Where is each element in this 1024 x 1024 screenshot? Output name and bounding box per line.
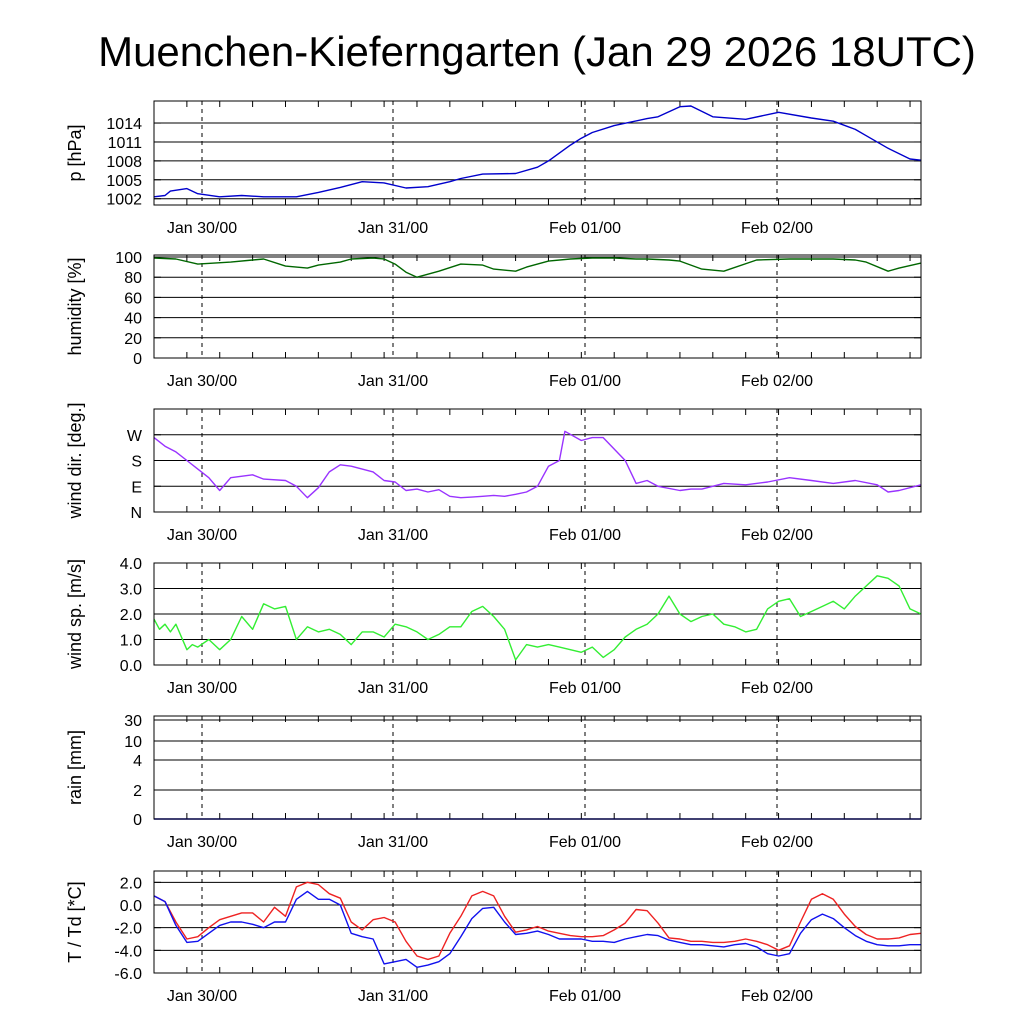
rain-ylabel: rain [mm] bbox=[65, 730, 85, 805]
rain-ytick-label: 30 bbox=[124, 713, 142, 730]
wind_direction-xtick-label: Jan 31/00 bbox=[358, 527, 428, 544]
wind_speed-ytick-label: 1.0 bbox=[120, 633, 142, 650]
humidity-xtick-label: Feb 02/00 bbox=[741, 373, 813, 390]
panel-temperature: -6.0 -4.0 -2.0 0.0 2.0 Jan 30/00 Jan 31/00 Feb … bbox=[65, 870, 922, 1005]
wind_direction-frame bbox=[153, 408, 922, 513]
pressure-ytick-label: 1014 bbox=[106, 116, 142, 133]
wind_speed-series-line-0 bbox=[153, 575, 922, 661]
panel-humidity: 0 20 40 60 80 100 Jan 30/00 Jan 31/00 Feb 01/00 F… bbox=[65, 250, 922, 390]
temperature-xtick-label: Jan 30/00 bbox=[167, 988, 237, 1005]
temperature-series-line-0 bbox=[153, 881, 922, 961]
panel-rain: 0 2 4 10 30 Jan 30/00 Jan 31/00 Feb 01/00 Feb 02… bbox=[65, 713, 922, 851]
wind_direction-ytick-label: E bbox=[131, 479, 142, 496]
humidity-xtick-label: Jan 31/00 bbox=[358, 373, 428, 390]
wind_speed-ytick-label: 2.0 bbox=[120, 607, 142, 624]
wind_speed-ytick-label: 4.0 bbox=[120, 556, 142, 573]
temperature-ytick-label: -6.0 bbox=[114, 966, 142, 983]
wind_speed-xtick-label: Jan 31/00 bbox=[358, 680, 428, 697]
temperature-ytick-label: 2.0 bbox=[120, 875, 142, 892]
pressure-xtick-label: Feb 02/00 bbox=[741, 220, 813, 237]
rain-xtick-label: Feb 01/00 bbox=[549, 834, 621, 851]
wind_direction-ytick-label: S bbox=[131, 454, 142, 471]
rain-xtick-label: Jan 30/00 bbox=[167, 834, 237, 851]
wind_speed-xtick-label: Feb 01/00 bbox=[549, 680, 621, 697]
wind_speed-xtick-label: Jan 30/00 bbox=[167, 680, 237, 697]
rain-xtick-label: Feb 02/00 bbox=[741, 834, 813, 851]
humidity-ytick-label: 80 bbox=[124, 270, 142, 287]
pressure-ytick-label: 1002 bbox=[106, 192, 142, 209]
rain-ytick-label: 10 bbox=[124, 734, 142, 751]
humidity-ytick-label: 0 bbox=[133, 351, 142, 368]
humidity-ytick-label: 100 bbox=[115, 250, 142, 267]
wind_speed-frame bbox=[153, 562, 922, 666]
wind_direction-ytick-label: N bbox=[130, 505, 142, 522]
wind_direction-ytick-label: W bbox=[127, 428, 143, 445]
rain-frame bbox=[153, 715, 922, 820]
pressure-ytick-label: 1005 bbox=[106, 173, 142, 190]
wind_speed-ytick-label: 3.0 bbox=[120, 582, 142, 599]
pressure-ytick-label: 1011 bbox=[108, 135, 143, 152]
pressure-xtick-label: Jan 31/00 bbox=[358, 220, 428, 237]
wind_direction-xtick-label: Feb 02/00 bbox=[741, 527, 813, 544]
humidity-xtick-label: Feb 01/00 bbox=[549, 373, 621, 390]
pressure-frame bbox=[153, 100, 922, 206]
temperature-ylabel: T / Td [*C] bbox=[65, 881, 85, 962]
temperature-series-line-1 bbox=[153, 890, 921, 968]
pressure-ylabel: p [hPa] bbox=[65, 124, 85, 181]
temperature-xtick-label: Jan 31/00 bbox=[358, 988, 428, 1005]
wind_direction-xtick-label: Feb 01/00 bbox=[549, 527, 621, 544]
panel-pressure: 1002 1005 1008 1011 1014 Jan 30/00 Jan 31/00 Fe… bbox=[65, 100, 922, 237]
humidity-xtick-label: Jan 30/00 bbox=[167, 373, 237, 390]
pressure-series-line-0 bbox=[153, 105, 922, 198]
panel-wind_speed: 0.0 1.0 2.0 3.0 4.0 Jan 30/00 Jan 31/00 Feb 01/… bbox=[65, 556, 922, 697]
humidity-series-line-0 bbox=[153, 257, 922, 278]
pressure-xtick-label: Jan 30/00 bbox=[167, 220, 237, 237]
wind_speed-ytick-label: 0.0 bbox=[120, 658, 142, 675]
rain-xtick-label: Jan 31/00 bbox=[358, 834, 428, 851]
temperature-xtick-label: Feb 02/00 bbox=[741, 988, 813, 1005]
humidity-ytick-label: 40 bbox=[124, 311, 142, 328]
wind_speed-ylabel: wind sp. [m/s] bbox=[65, 559, 85, 670]
wind_speed-xtick-label: Feb 02/00 bbox=[741, 680, 813, 697]
rain-ytick-label: 2 bbox=[133, 783, 142, 800]
wind_direction-series-line-0 bbox=[153, 430, 922, 499]
humidity-ytick-label: 20 bbox=[124, 331, 142, 348]
rain-ytick-label: 0 bbox=[133, 812, 142, 829]
temperature-ytick-label: -4.0 bbox=[114, 943, 142, 960]
humidity-ytick-label: 60 bbox=[124, 290, 142, 307]
chart-title: Muenchen-Kieferngarten (Jan 29 2026 18UT… bbox=[98, 28, 976, 75]
humidity-ylabel: humidity [%] bbox=[65, 257, 85, 355]
rain-ytick-label: 4 bbox=[133, 753, 142, 770]
pressure-ytick-label: 1008 bbox=[106, 154, 142, 171]
temperature-frame bbox=[153, 870, 922, 974]
wind_direction-ylabel: wind dir. [deg.] bbox=[65, 402, 85, 519]
temperature-ytick-label: 0.0 bbox=[120, 898, 142, 915]
temperature-ytick-label: -2.0 bbox=[114, 921, 142, 938]
temperature-xtick-label: Feb 01/00 bbox=[549, 988, 621, 1005]
pressure-xtick-label: Feb 01/00 bbox=[549, 220, 621, 237]
wind_direction-xtick-label: Jan 30/00 bbox=[167, 527, 237, 544]
humidity-frame bbox=[153, 254, 922, 359]
